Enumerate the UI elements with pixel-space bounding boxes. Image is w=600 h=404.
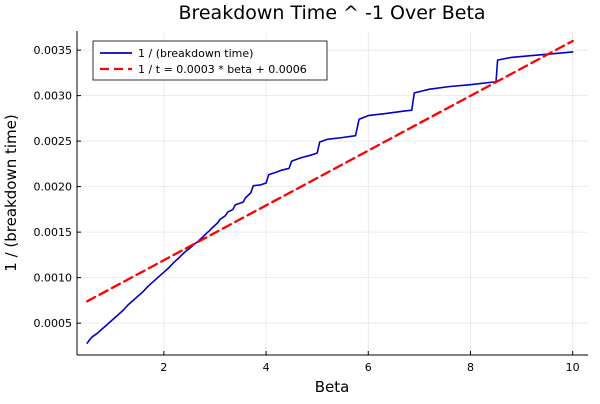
grid-lines	[77, 31, 588, 355]
series-line-observed	[86, 51, 574, 345]
y-tick-label: 0.0015	[34, 226, 73, 239]
x-tick-label: 6	[365, 361, 372, 374]
x-tick-label: 4	[263, 361, 270, 374]
legend: 1 / (breakdown time) 1 / t = 0.0003 * be…	[92, 40, 328, 81]
y-tick-label: 0.0025	[34, 135, 73, 148]
legend-box	[92, 40, 328, 81]
legend-label-observed: 1 / (breakdown time)	[138, 47, 253, 60]
y-tick-label: 0.0020	[34, 181, 73, 194]
y-tick-label: 0.0030	[34, 90, 73, 103]
chart-title: Breakdown Time ^ -1 Over Beta	[178, 2, 485, 24]
axis-ticks: 2 4 6 8 10 0.0005 0.0010 0.0015 0.0020 0.0025 0.00…	[34, 44, 580, 374]
y-tick-label: 0.0035	[34, 44, 73, 57]
y-axis-label: 1 / (breakdown time)	[2, 114, 20, 271]
x-tick-label: 2	[160, 361, 167, 374]
x-tick-label: 10	[566, 361, 580, 374]
legend-label-fit: 1 / t = 0.0003 * beta + 0.0006	[138, 63, 307, 76]
y-tick-label: 0.0010	[34, 272, 73, 285]
series-lines	[86, 39, 574, 345]
series-line-fit	[86, 39, 574, 303]
x-tick-label: 8	[467, 361, 474, 374]
x-axis-label: Beta	[315, 378, 350, 396]
y-tick-label: 0.0005	[34, 317, 73, 330]
